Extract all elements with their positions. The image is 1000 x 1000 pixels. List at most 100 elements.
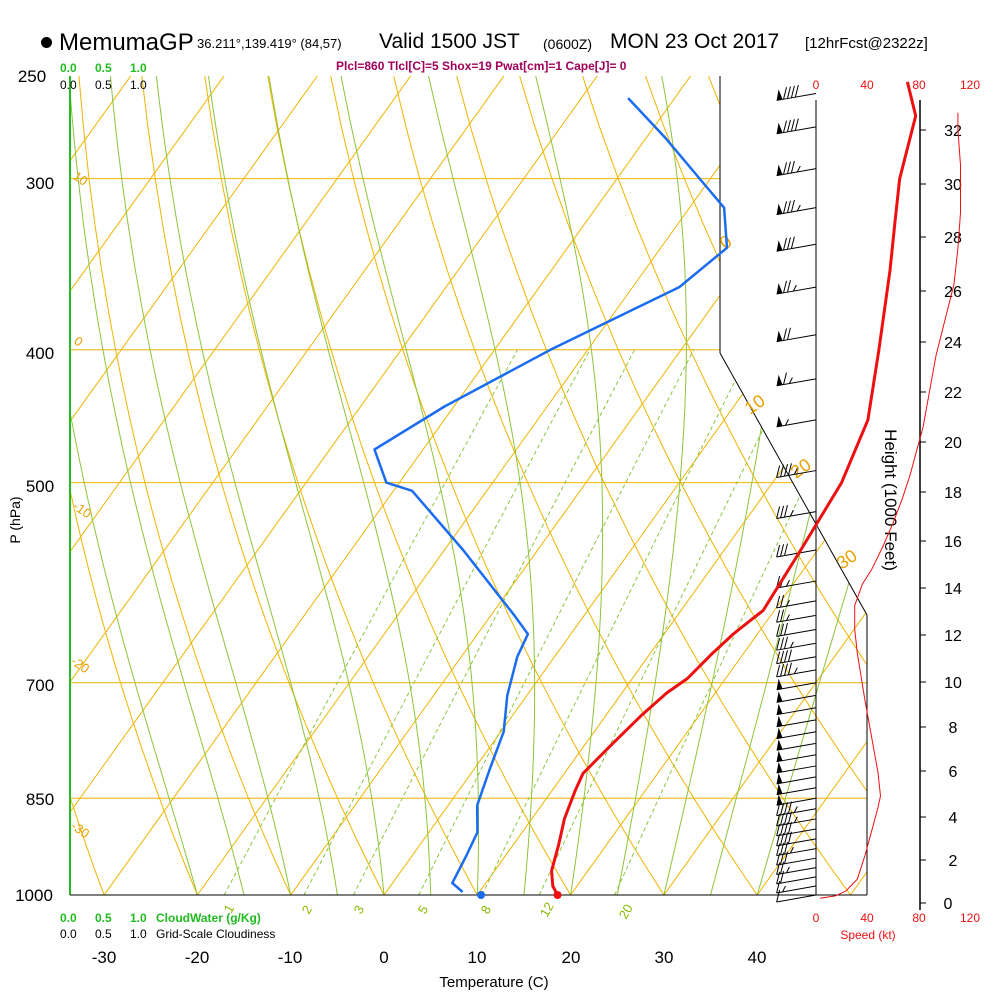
height-axis-label: Height (1000 Feet): [881, 429, 900, 571]
barb-flag: [780, 813, 785, 826]
moist-adiabat: [263, 76, 432, 895]
barb-half-flag: [793, 667, 798, 674]
cloud-bottom-green-1: 1.0: [130, 911, 147, 925]
barb-half-flag: [793, 816, 798, 823]
height-tick-26: 26: [944, 284, 962, 301]
p-tick-500: 500: [26, 477, 54, 496]
barb-shaft: [776, 126, 817, 135]
barb-pennant: [776, 240, 783, 252]
barb-shaft: [776, 776, 817, 785]
barb-flag: [783, 237, 787, 251]
adiabat-label-minus30: -30: [68, 818, 92, 841]
height-tick-8: 8: [949, 720, 958, 737]
barb-flag: [776, 664, 781, 677]
wind-barb: [776, 811, 817, 827]
barb-flag: [776, 651, 781, 664]
wind-barb: [776, 622, 817, 637]
t-tick-0: 0: [379, 948, 388, 967]
barb-flag: [776, 465, 781, 478]
barb-flag: [794, 85, 799, 98]
moist-label-10: 10: [741, 390, 769, 418]
barb-flag: [787, 649, 792, 662]
barb-flag: [786, 237, 791, 250]
moist-adiabat: [663, 76, 793, 895]
barb-flag: [780, 464, 785, 477]
mixing-ratio-labels: 1 2 3 5 8 12 20: [221, 899, 636, 921]
barb-flag: [776, 610, 781, 623]
barb-flag: [784, 812, 788, 825]
barb-flag: [790, 119, 795, 132]
dry-adiabat: [77, 76, 305, 895]
wind-barb: [776, 236, 817, 252]
barb-flag: [786, 119, 791, 133]
barb-half-flag: [785, 419, 789, 426]
barb-pennant: [776, 739, 783, 751]
x-axis-label: Temperature (C): [439, 974, 548, 991]
t-tick-20: 20: [562, 948, 581, 967]
barb-pennant: [776, 703, 783, 715]
barb-shaft: [776, 797, 817, 806]
barb-half-flag: [793, 806, 798, 813]
wind-barb: [776, 851, 817, 866]
moist-adiabat: [528, 76, 604, 895]
barb-shaft: [776, 894, 817, 903]
barb-pennant: [776, 164, 783, 176]
speed-bottom-40: 40: [860, 911, 874, 925]
p-tick-850: 850: [26, 790, 54, 809]
moist-adiabat: [70, 76, 245, 895]
height-tick-16: 16: [944, 534, 962, 551]
barb-flag: [786, 327, 791, 340]
adiabat-label-0: 0: [71, 333, 86, 349]
barb-flag: [776, 624, 781, 637]
surface-dewpoint-marker: [477, 891, 486, 899]
height-tick-22: 22: [944, 385, 962, 402]
barb-shaft: [776, 207, 817, 216]
barb-shaft: [776, 848, 817, 857]
speed-axis-label: Speed (kt): [840, 928, 895, 942]
mixing-ratio-line: [303, 349, 591, 895]
temperature-line: [550, 81, 918, 896]
barb-pennant: [776, 89, 783, 101]
mixing-label-5: 5: [415, 903, 432, 917]
barb-shaft: [776, 378, 817, 387]
height-tick-20: 20: [944, 435, 962, 452]
barb-shaft: [776, 549, 817, 558]
isotherm: [196, 76, 789, 895]
barb-flag: [780, 650, 785, 664]
y-axis-label: P (hPa): [7, 496, 23, 543]
barb-half-flag: [789, 509, 794, 517]
barb-flag: [784, 636, 788, 649]
height-tick-marks: [920, 129, 926, 904]
isotherm: [70, 76, 602, 895]
stability-params: Plcl=860 Tlcl[C]=5 Shox=19 Pwat[cm]=1 Ca…: [336, 59, 627, 73]
barb-flag: [790, 85, 795, 98]
cloud-scale-top: 0.0 0.5 1.0 0.0 0.5 1.0: [60, 61, 147, 92]
moist-adiabat: [152, 76, 338, 895]
barb-shaft: [776, 614, 817, 623]
barb-flag: [776, 803, 781, 816]
t-tick-40: 40: [748, 948, 767, 967]
barb-flag: [780, 637, 785, 650]
barb-shaft: [776, 642, 817, 651]
barb-half-flag: [793, 468, 798, 475]
wind-barb: [776, 609, 817, 623]
p-tick-300: 300: [26, 174, 54, 193]
barb-shaft: [776, 580, 817, 589]
isotherm: [70, 76, 509, 895]
barb-flag: [776, 506, 781, 519]
height-tick-32: 32: [944, 123, 962, 140]
wind-barb: [776, 543, 817, 558]
wind-barb: [776, 703, 817, 716]
height-tick-12: 12: [944, 628, 962, 645]
wind-barb: [776, 636, 817, 651]
wind-barb: [776, 85, 817, 101]
barb-shaft: [776, 876, 817, 885]
isotherm: [70, 76, 416, 895]
barb-shaft: [776, 419, 817, 428]
valid-date: MON 23 Oct 2017: [610, 30, 780, 53]
barb-shaft: [776, 885, 817, 894]
dewpoint-line: [373, 97, 729, 893]
barb-flag: [787, 811, 792, 824]
barb-half-flag: [786, 614, 790, 621]
